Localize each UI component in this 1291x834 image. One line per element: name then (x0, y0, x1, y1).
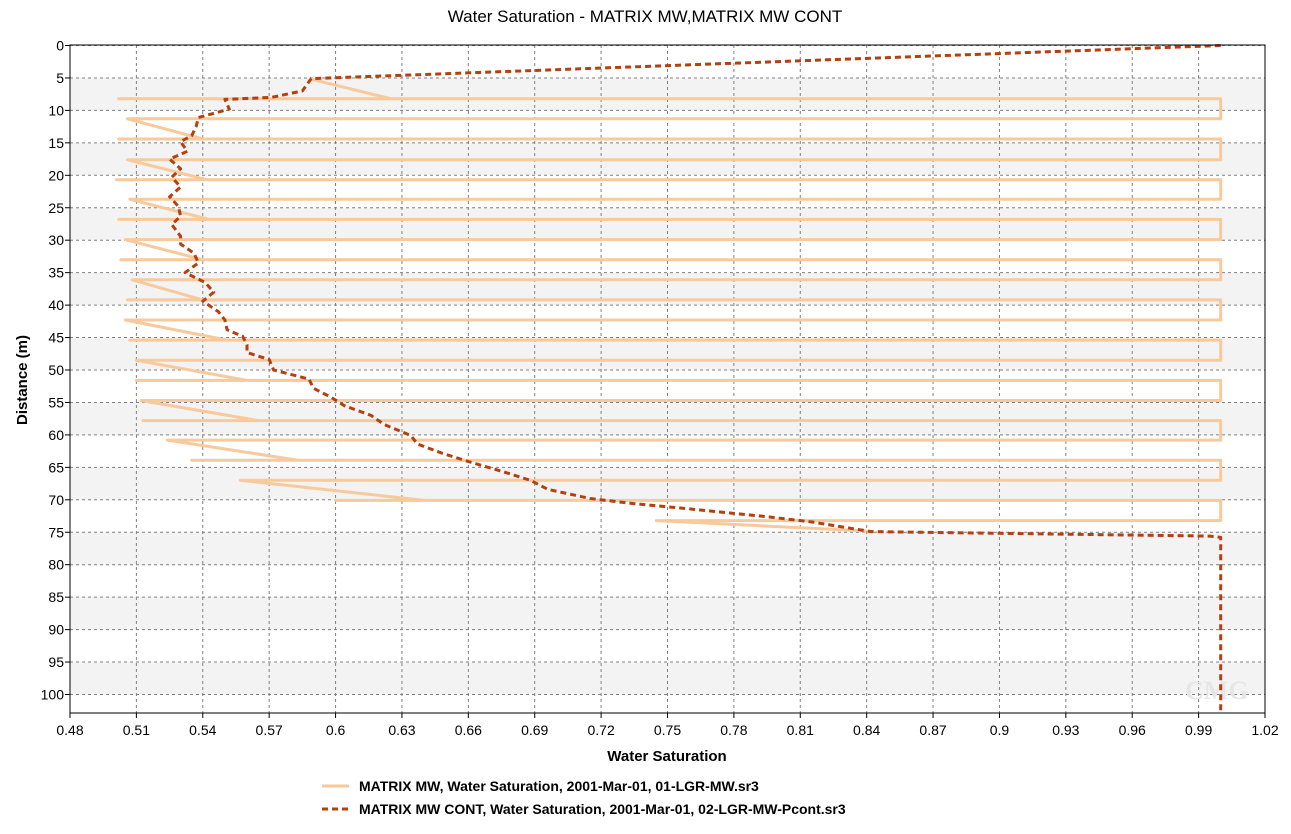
y-tick-label: 60 (48, 427, 64, 443)
x-axis-ticks: 0.48 0.51 0.54 0.57 0.6 0.63 0.66 0.69 0.72 0.75 0… (56, 713, 1279, 738)
y-axis-ticks: 0 5 10 15 20 25 30 35 40 45 50 55 60 65 70 75 80 85 90 95 10… (41, 38, 70, 703)
series-line-2 (168, 44, 1223, 714)
x-tick-label: 0.87 (919, 722, 946, 738)
x-tick-label: 0.69 (521, 722, 548, 738)
x-tick-label: 0.48 (56, 722, 83, 738)
y-tick-label: 55 (48, 394, 64, 410)
y-tick-label: 30 (48, 232, 64, 248)
x-tick-label: 0.96 (1119, 722, 1146, 738)
legend-label-series-1: MATRIX MW, Water Saturation, 2001-Mar-01… (359, 778, 759, 794)
x-tick-label: 0.72 (587, 722, 614, 738)
x-tick-label: 0.78 (720, 722, 747, 738)
y-tick-label: 0 (56, 38, 64, 54)
x-tick-label: 0.54 (189, 722, 216, 738)
background-bands (70, 77, 1265, 695)
x-tick-label: 0.9 (990, 722, 1010, 738)
series-layer (115, 44, 1223, 714)
y-tick-label: 100 (41, 687, 65, 703)
legend: MATRIX MW, Water Saturation, 2001-Mar-01… (322, 778, 846, 817)
x-tick-label: 0.51 (123, 722, 150, 738)
x-tick-label: 1.02 (1251, 722, 1278, 738)
chart-title: Water Saturation - MATRIX MW,MATRIX MW C… (448, 7, 843, 26)
y-tick-label: 45 (48, 330, 64, 346)
legend-item-series-1[interactable]: MATRIX MW, Water Saturation, 2001-Mar-01… (322, 778, 759, 794)
y-tick-label: 10 (48, 102, 64, 118)
background-band (70, 207, 1265, 241)
y-tick-label: 25 (48, 200, 64, 216)
x-axis-label: Water Saturation (607, 748, 726, 765)
y-tick-label: 35 (48, 265, 64, 281)
x-tick-label: 0.99 (1185, 722, 1212, 738)
x-tick-label: 0.63 (388, 722, 415, 738)
x-tick-label: 0.81 (787, 722, 814, 738)
y-tick-label: 5 (56, 70, 64, 86)
y-tick-label: 50 (48, 362, 64, 378)
y-tick-label: 90 (48, 622, 64, 638)
x-tick-label: 0.57 (256, 722, 283, 738)
legend-label-series-2: MATRIX MW CONT, Water Saturation, 2001-M… (359, 801, 846, 817)
watermark-logo: CMG (1185, 676, 1249, 705)
y-tick-label: 20 (48, 167, 64, 183)
x-tick-label: 0.75 (654, 722, 681, 738)
y-tick-label: 75 (48, 524, 64, 540)
y-tick-label: 40 (48, 297, 64, 313)
y-tick-label: 85 (48, 589, 64, 605)
y-tick-label: 65 (48, 459, 64, 475)
x-tick-label: 0.66 (455, 722, 482, 738)
x-tick-label: 0.93 (1052, 722, 1079, 738)
x-tick-label: 0.84 (853, 722, 880, 738)
y-tick-label: 95 (48, 654, 64, 670)
y-tick-label: 70 (48, 492, 64, 508)
legend-item-series-2[interactable]: MATRIX MW CONT, Water Saturation, 2001-M… (322, 801, 846, 817)
y-tick-label: 15 (48, 135, 64, 151)
x-tick-label: 0.6 (326, 722, 346, 738)
y-axis-label: Distance (m) (14, 335, 31, 425)
series-line-1 (115, 77, 1223, 533)
background-band (70, 597, 1265, 630)
y-tick-label: 80 (48, 557, 64, 573)
